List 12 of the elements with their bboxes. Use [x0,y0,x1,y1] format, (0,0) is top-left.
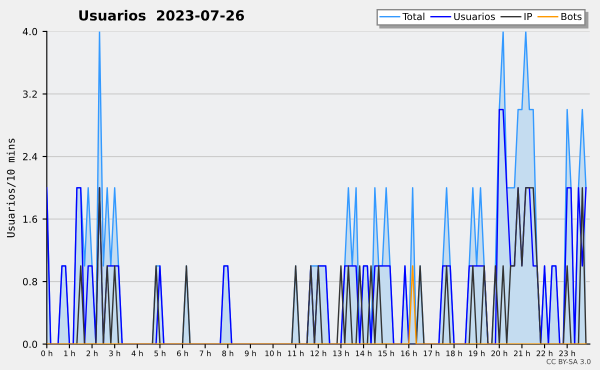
y-tick-label: 1.6 [23,216,38,223]
y-tick-label: 2.4 [23,152,38,160]
y-tick-label: 4.0 [22,28,38,36]
y-axis-title: Usuarios/10 mins [6,138,16,238]
legend-label: Usuarios [454,12,495,20]
legend-label: IP [524,12,532,20]
y-tick-label: 0.8 [22,278,38,286]
y-tick-label: 3.2 [23,90,37,98]
y-tick-label: 0.0 [22,340,38,348]
legend-label: Total [402,12,424,20]
legend-label: Bots [561,12,582,20]
chart-title: Usuarios 2023-07-26 [79,10,244,21]
